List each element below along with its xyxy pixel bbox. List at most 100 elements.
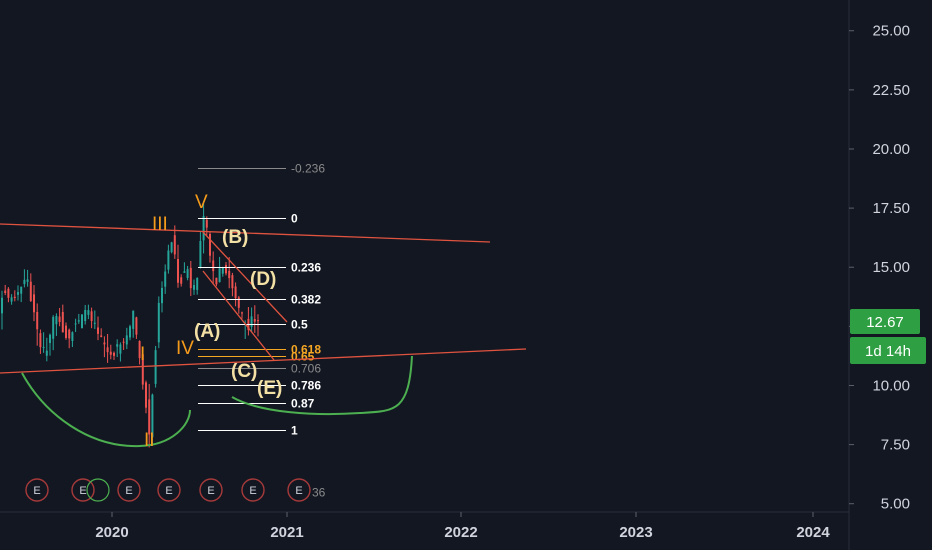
candle-body [109,351,112,355]
candle-body [151,394,154,438]
candle-body [237,297,240,308]
earnings-marker-label: E [33,485,40,497]
candle-body [113,352,115,356]
earnings-marker-label: E [207,485,214,497]
earnings-marker[interactable] [199,478,223,502]
price-tick-label: 20.00 [872,141,910,158]
fib-level-label: 0.786 [291,379,321,393]
candle-body [145,382,147,408]
candle-body [10,297,13,302]
channel-lower-line[interactable] [202,270,275,361]
earnings-marker[interactable] [241,478,265,502]
wave-label: V [195,192,208,213]
wave-label: I [140,344,145,365]
candle-body [148,399,151,435]
price-tick-label: 22.50 [872,82,910,99]
last-price-box [850,309,920,334]
time-axis[interactable]: 2020 2021 2022 2023 2024 [95,512,830,541]
left-arc[interactable] [21,372,191,448]
fib-level-label: 1 [291,424,298,438]
candle-body [250,316,253,327]
candle-body [180,277,183,284]
candle-body [231,275,234,289]
candle-body [173,235,176,255]
earnings-marker[interactable] [117,478,141,502]
candle-body [125,335,128,345]
candle-body [33,294,35,313]
fib-level-label: 0.382 [291,293,321,307]
candle-body [183,271,186,273]
candle-body [218,268,221,283]
right-arc[interactable] [231,355,413,416]
candle-body [138,341,141,359]
candle-body [81,314,83,329]
earnings-marker[interactable] [71,478,95,502]
candle-body [202,216,205,241]
fib-level-label: 0.706 [291,362,321,376]
candle-body [141,354,144,385]
candle-body [253,319,256,322]
candle-body [1,297,3,314]
wave-label: II [144,430,155,451]
candle-body [186,269,189,278]
channel-upper-line[interactable] [202,231,288,323]
lower-trendline[interactable] [0,348,527,374]
candle-body [167,250,170,270]
dividend-marker[interactable] [86,478,110,502]
candle-body [71,332,74,341]
candle-body [42,347,45,349]
candle-body [39,333,42,348]
earnings-marker-label: E [79,485,86,497]
time-tick-label: 2022 [444,524,477,541]
candle-body [49,334,51,343]
candle-body [164,271,167,287]
candle-body [196,277,199,290]
last-price-tag: 12.67 [850,309,920,334]
candle-body [209,234,211,256]
trendlines-layer[interactable] [0,223,527,448]
candle-body [193,285,195,290]
earnings-marker[interactable] [287,478,311,502]
fib-level-label: 0.618 [291,343,321,357]
candle-body [170,242,173,253]
candle-body [84,309,87,322]
candle-body [26,279,29,282]
last-price-label: 12.67 [866,314,904,331]
candle-body [215,277,218,285]
earnings-marker[interactable] [25,478,49,502]
wave-label: (A) [194,321,220,342]
countdown-box [850,337,926,364]
earnings-marker-label: E [295,485,302,497]
wave-label: IV [176,338,194,359]
price-tick-label: 10.00 [872,377,910,394]
candle-body [20,286,23,294]
time-tick-label: 2023 [619,524,652,541]
countdown-tag: 1d 14h [850,337,926,364]
candle-body [65,325,67,338]
wave-label: (D) [250,269,276,290]
fib-level-label: 0.236 [291,261,321,275]
upper-trendline[interactable] [0,223,491,243]
fib-level-label: 0 [291,212,298,226]
price-tick-label: 17.50 [872,200,910,217]
candle-body [45,350,48,356]
candle-body [225,264,227,274]
earnings-marker[interactable] [157,478,181,502]
candle-body [106,347,109,353]
candle-body [13,296,16,299]
candle-body [154,350,157,384]
candle-body [177,258,179,283]
candle-body [122,341,125,343]
candle-body [212,260,215,272]
candle-body [103,342,106,345]
price-tick-label: 7.50 [881,437,910,454]
candle-body [129,326,131,338]
time-tick-label: 2021 [270,524,303,541]
candle-body [77,320,80,322]
candle-body [68,329,71,339]
candle-body [4,290,7,294]
